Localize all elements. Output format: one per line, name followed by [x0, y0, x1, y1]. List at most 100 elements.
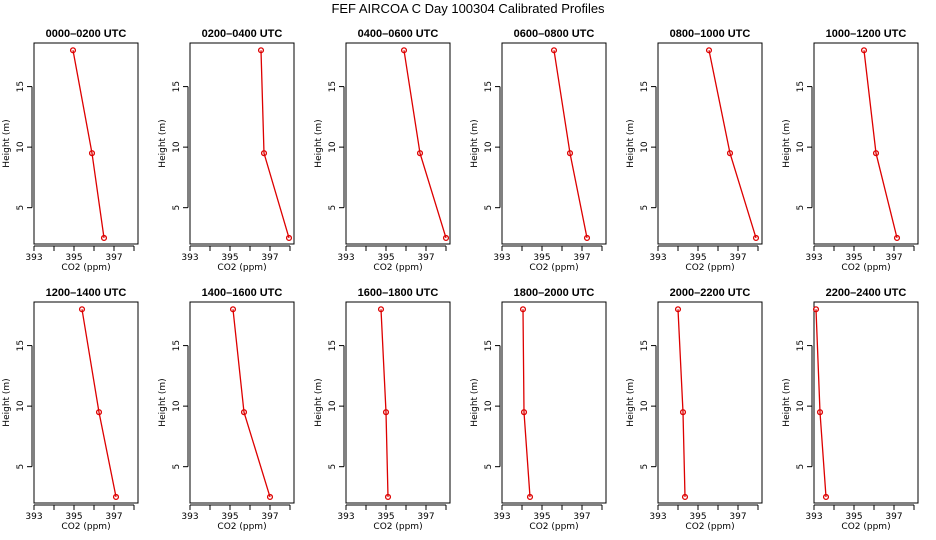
panel-2-y-tick-label: 15 [172, 81, 182, 92]
panel-10-x-tick-label: 395 [533, 512, 550, 522]
panel-1-y-tick-label: 15 [16, 81, 26, 92]
panel-10-point [526, 493, 534, 500]
panel-5-x-axis-label: CO2 (ppm) [685, 263, 734, 273]
panel-5-y-tick-label: 10 [640, 141, 650, 153]
panel-7-frame [33, 301, 139, 504]
panel-4-frame [501, 42, 607, 245]
panel-11-y-axis-label: Height (m) [626, 378, 636, 426]
panel-4-y-tick-label: 5 [484, 205, 494, 211]
panel-6-x-axis-label: CO2 (ppm) [841, 263, 890, 273]
panel-2-x-tick-label: 395 [221, 253, 238, 263]
panel-3-x-tick-label: 397 [417, 253, 434, 263]
panel-1-y-axis-label: Height (m) [2, 119, 12, 167]
panel-2-x-tick-label: 393 [181, 253, 198, 263]
panel-12-y-tick-label: 10 [796, 400, 806, 412]
panel-4-x-tick-label: 393 [493, 253, 510, 263]
panel-9-x-tick-label: 395 [377, 512, 394, 522]
panel-6-x-tick-label: 393 [805, 253, 822, 263]
panel-3-x-tick-label: 395 [377, 253, 394, 263]
panel-6-x-tick-label: 397 [885, 253, 902, 263]
panel-4-y-axis-label: Height (m) [470, 119, 480, 167]
panel-9-point [382, 409, 390, 416]
panel-1-point [100, 234, 108, 241]
panel-8-x-tick-label: 395 [221, 512, 238, 522]
panel-6-point [860, 47, 868, 54]
panel-5-profile-line [708, 50, 757, 239]
panel-10-x-tick-label: 393 [493, 512, 510, 522]
panel-2-x-axis-label: CO2 (ppm) [217, 263, 266, 273]
panel-7-y-tick-label: 15 [16, 340, 26, 351]
panel-6-x-tick-label: 395 [845, 253, 862, 263]
panel-6-point [872, 150, 880, 157]
panel-9-y-tick-label: 15 [328, 340, 338, 351]
panel-2-frame [189, 42, 295, 245]
panel-8-y-tick-label: 5 [172, 464, 182, 470]
panel-8-frame [189, 301, 295, 504]
panel-7-x-axis-label: CO2 (ppm) [61, 522, 110, 532]
panel-7-point [78, 306, 86, 313]
panel-10-y-tick-label: 5 [484, 464, 494, 470]
panel-6-y-axis-label: Height (m) [782, 119, 792, 167]
panel-6-title: 1000–1200 UTC [826, 28, 907, 40]
panel-2-x-tick-label: 397 [261, 253, 278, 263]
panel-10-x-axis-label: CO2 (ppm) [529, 522, 578, 532]
panel-10-y-tick-label: 15 [484, 340, 494, 351]
panel-11-x-tick-label: 395 [689, 512, 706, 522]
panel-9-y-tick-label: 5 [328, 464, 338, 470]
panel-3-x-axis-label: CO2 (ppm) [373, 263, 422, 273]
panel-3-y-axis-label: Height (m) [314, 119, 324, 167]
panel-10-x-tick-label: 397 [573, 512, 590, 522]
panel-11-x-axis-label: CO2 (ppm) [685, 522, 734, 532]
panel-3-y-tick-label: 5 [328, 205, 338, 211]
panel-5-y-tick-label: 5 [640, 205, 650, 211]
panel-11-point [681, 493, 689, 500]
panel-9-x-tick-label: 393 [337, 512, 354, 522]
panel-9-title: 1600–1800 UTC [358, 287, 439, 299]
panel-3-profile-line [403, 50, 447, 239]
panel-9-point [384, 493, 392, 500]
panel-6-profile-line [863, 50, 898, 239]
panel-1-y-tick-label: 5 [16, 205, 26, 211]
panel-1-point [88, 150, 96, 157]
panel-11-frame [657, 301, 763, 504]
panel-8-y-tick-label: 15 [172, 340, 182, 351]
panel-3-point [400, 47, 408, 54]
panel-3-y-tick-label: 10 [328, 141, 338, 153]
panel-12-x-tick-label: 393 [805, 512, 822, 522]
panel-10-point [519, 306, 527, 313]
panel-5-x-tick-label: 397 [729, 253, 746, 263]
panel-5-y-axis-label: Height (m) [626, 119, 636, 167]
panel-1-frame [33, 42, 139, 245]
panel-12-y-tick-label: 15 [796, 340, 806, 351]
panel-10-profile-line [522, 309, 531, 497]
panel-5-title: 0800–1000 UTC [670, 28, 751, 40]
panel-8-point [240, 409, 248, 416]
panel-7-x-tick-label: 395 [65, 512, 82, 522]
panel-4-profile-line [553, 50, 588, 239]
panel-2-point [257, 47, 265, 54]
panel-5-y-tick-label: 15 [640, 81, 650, 92]
panel-8-x-tick-label: 397 [261, 512, 278, 522]
panel-2-profile-line [260, 50, 290, 239]
panel-2-y-tick-label: 10 [172, 141, 182, 153]
panel-12-profile-line [815, 309, 827, 497]
panel-4-y-tick-label: 15 [484, 81, 494, 92]
panel-5-x-tick-label: 393 [649, 253, 666, 263]
panel-12-x-tick-label: 397 [885, 512, 902, 522]
panel-7-profile-line [81, 309, 117, 498]
panel-6-point [893, 234, 901, 241]
panel-3-y-tick-label: 15 [328, 81, 338, 92]
panel-1-point [69, 47, 77, 54]
panel-3-point [416, 150, 424, 157]
panel-8-point [229, 306, 237, 313]
page-title: FEF AIRCOA C Day 100304 Calibrated Profi… [331, 1, 605, 16]
panel-1-title: 0000–0200 UTC [46, 28, 127, 40]
panel-11-y-tick-label: 10 [640, 400, 650, 412]
panel-4-y-tick-label: 10 [484, 141, 494, 153]
panel-9-profile-line [380, 309, 389, 497]
panel-12-point [812, 306, 820, 313]
panel-3-title: 0400–0600 UTC [358, 28, 439, 40]
panel-11-x-tick-label: 393 [649, 512, 666, 522]
panel-8-x-tick-label: 393 [181, 512, 198, 522]
